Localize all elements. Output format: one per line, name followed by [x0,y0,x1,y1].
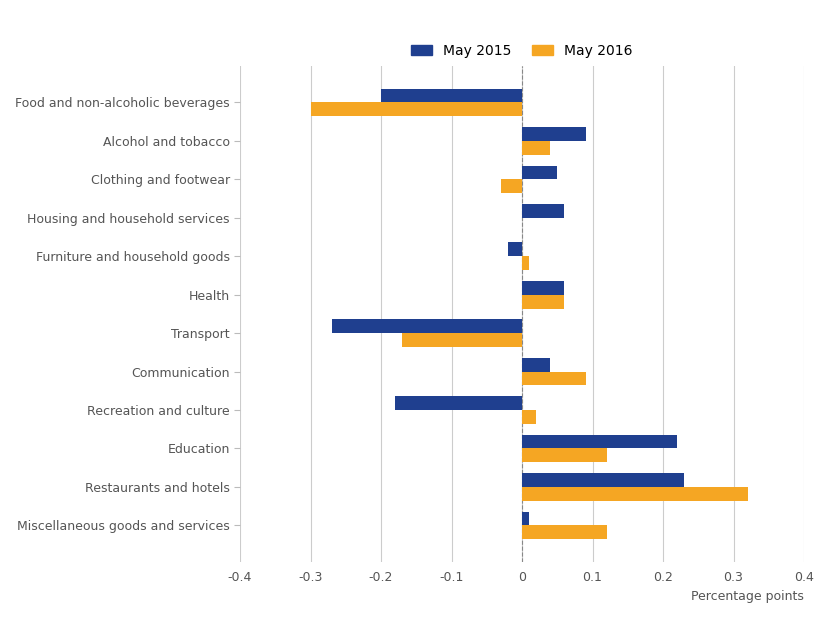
Bar [522,410,536,424]
Bar [522,256,528,270]
Bar [522,141,550,154]
X-axis label: Percentage points: Percentage points [691,590,803,603]
Bar [522,166,556,179]
Bar [522,371,585,386]
Bar [395,396,522,410]
Bar [522,434,676,449]
Bar [522,473,683,487]
Bar [500,179,522,193]
Bar [522,358,550,371]
Bar [522,295,564,308]
Bar [522,127,585,141]
Bar [402,333,522,347]
Bar [522,449,606,462]
Bar [522,512,528,525]
Bar [310,103,522,116]
Bar [508,242,522,256]
Bar [381,88,522,103]
Bar [522,281,564,295]
Bar [522,487,747,501]
Bar [522,525,606,539]
Bar [331,320,522,333]
Bar [522,204,564,218]
Legend: May 2015, May 2016: May 2015, May 2016 [405,38,638,64]
